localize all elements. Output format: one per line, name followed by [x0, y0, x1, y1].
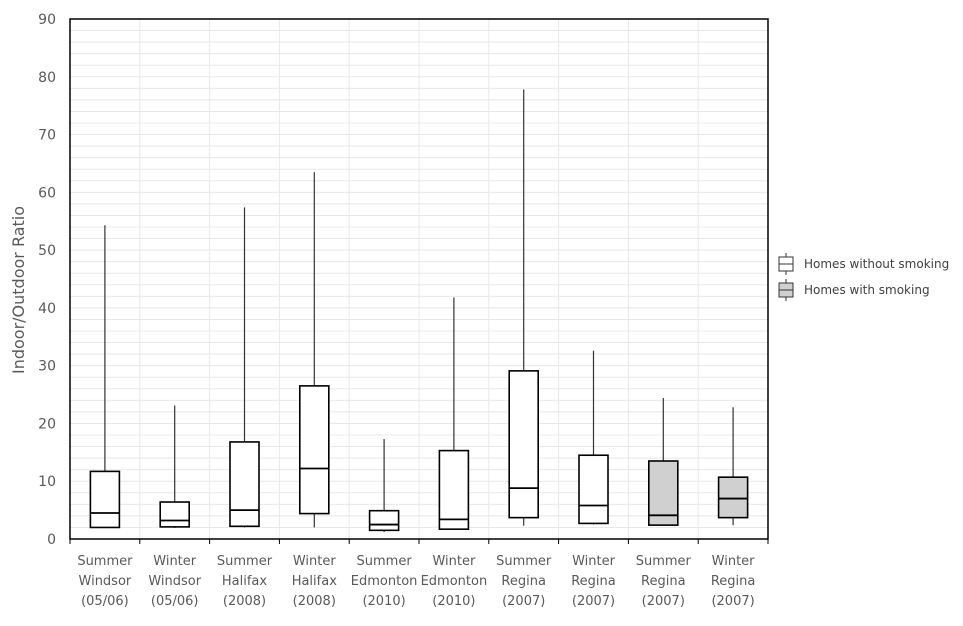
x-category-label: Winter [153, 554, 197, 569]
y-tick-label: 40 [38, 301, 56, 317]
x-category-label: Regina [571, 574, 616, 589]
x-category-label: (2007) [502, 594, 545, 609]
box-iqr [298, 385, 330, 515]
y-tick-label: 20 [38, 416, 56, 432]
y-tick-label: 10 [38, 474, 56, 490]
y-tick-label: 30 [38, 359, 56, 375]
x-category-label: (2010) [432, 594, 475, 609]
x-category-label: (2007) [711, 594, 754, 609]
y-tick-label: 90 [38, 12, 56, 28]
x-category-label: Summer [77, 554, 133, 569]
box-iqr [717, 476, 749, 519]
box-iqr [508, 370, 540, 519]
x-category-label: Winter [572, 554, 616, 569]
y-tick-label: 0 [47, 532, 56, 548]
x-category-label: Edmonton [351, 574, 418, 589]
y-tick-label: 50 [38, 243, 56, 259]
box-iqr [89, 470, 121, 529]
y-ticks: 0 10 20 30 40 50 60 70 80 90 [38, 12, 56, 548]
legend-label: Homes without smoking [804, 257, 949, 271]
x-category-label: Winter [712, 554, 756, 569]
x-category-label: Halifax [222, 574, 268, 589]
x-category-label: Regina [641, 574, 686, 589]
x-category-label: Halifax [292, 574, 338, 589]
box-2 [159, 405, 190, 529]
x-category-label: (2007) [572, 594, 615, 609]
x-categories: Summer Windsor (05/06) Winter Windsor (05/06)… [77, 554, 755, 609]
x-category-label: Summer [217, 554, 273, 569]
x-category-label: (2008) [293, 594, 336, 609]
box-iqr [229, 441, 260, 528]
box-6 [438, 297, 470, 530]
box-9 [647, 398, 679, 526]
box-8 [578, 350, 609, 525]
legend: Homes without smoking Homes with smoking [778, 253, 949, 301]
box-iqr [368, 509, 400, 532]
box-iqr [578, 454, 609, 525]
box-iqr [159, 501, 190, 528]
legend-label: Homes with smoking [804, 283, 930, 297]
y-tick-label: 80 [38, 70, 56, 86]
grid [70, 19, 768, 539]
y-tick-label: 60 [38, 185, 56, 201]
box-10 [717, 407, 749, 526]
legend-item-2: Homes with smoking [778, 279, 930, 301]
box-4 [298, 172, 330, 528]
x-category-label: Windsor [148, 574, 201, 589]
legend-item-1: Homes without smoking [778, 253, 949, 275]
y-tick-label: 70 [38, 128, 56, 144]
x-category-label: Winter [432, 554, 476, 569]
x-category-label: Summer [636, 554, 692, 569]
box-5 [368, 439, 400, 533]
x-category-label: (2010) [362, 594, 405, 609]
x-category-label: Regina [501, 574, 546, 589]
x-category-label: Winter [293, 554, 337, 569]
x-category-label: (2008) [223, 594, 266, 609]
x-category-label: Windsor [79, 574, 132, 589]
axes [69, 18, 769, 544]
box-3 [229, 207, 260, 528]
x-category-label: Summer [357, 554, 413, 569]
box-7 [508, 89, 540, 526]
y-axis-label: Indoor/Outdoor Ratio [9, 206, 28, 374]
x-category-label: (05/06) [81, 594, 129, 609]
x-category-label: Regina [711, 574, 756, 589]
x-category-label: Summer [496, 554, 552, 569]
box-iqr [438, 449, 470, 530]
box-1 [89, 225, 121, 529]
x-category-label: Edmonton [421, 574, 488, 589]
x-category-label: (05/06) [151, 594, 199, 609]
boxes [89, 89, 749, 533]
x-category-label: (2007) [642, 594, 685, 609]
